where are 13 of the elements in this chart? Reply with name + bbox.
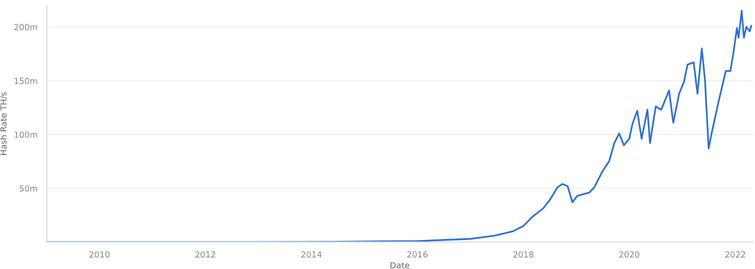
y-tick-label: 100m	[14, 131, 38, 138]
x-tick-label: 2018	[513, 251, 534, 258]
x-tick-label: 2014	[301, 251, 322, 258]
x-tick-label: 2020	[619, 251, 640, 258]
y-tick-label: 150m	[14, 78, 38, 84]
x-axis-title: Date	[390, 262, 410, 268]
y-axis-title: Hash Rate TH/s	[0, 92, 8, 155]
x-tick-label: 2012	[195, 251, 216, 258]
y-tick-label: 200m	[14, 24, 38, 30]
x-tick-label: 2016	[407, 251, 428, 258]
x-tick-label: 2010	[89, 251, 110, 258]
y-tick-label: 50m	[20, 185, 38, 192]
x-tick-label: 2022	[725, 251, 746, 258]
